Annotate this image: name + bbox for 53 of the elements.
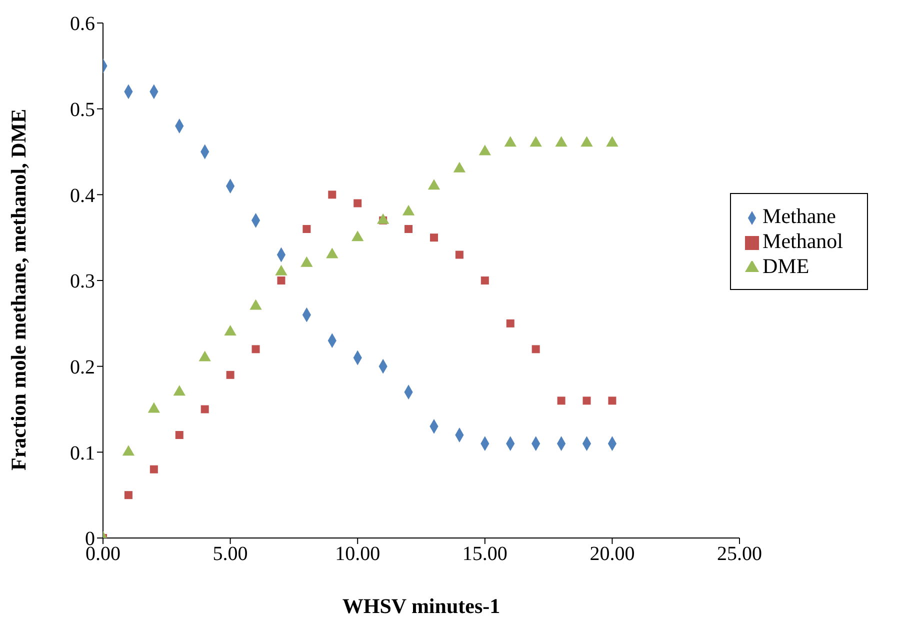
point bbox=[582, 396, 591, 405]
point bbox=[352, 230, 364, 242]
point bbox=[224, 324, 236, 336]
point bbox=[504, 136, 516, 147]
point bbox=[404, 225, 413, 233]
x-tick-label: 15.00 bbox=[462, 543, 508, 566]
point bbox=[557, 396, 566, 405]
point bbox=[430, 234, 438, 242]
point bbox=[354, 199, 362, 208]
y-tick-label: 0.1 bbox=[70, 442, 95, 464]
point bbox=[277, 276, 286, 284]
y-tick-label: 0.6 bbox=[70, 13, 95, 36]
point bbox=[532, 345, 540, 354]
legend-label: Methane bbox=[762, 204, 836, 228]
point bbox=[453, 162, 466, 172]
point bbox=[302, 225, 311, 233]
point bbox=[150, 465, 158, 474]
y-tick-label: 0.3 bbox=[70, 270, 95, 293]
point bbox=[175, 431, 184, 439]
point bbox=[478, 144, 491, 156]
legend-label: Methanol bbox=[762, 229, 843, 253]
y-tick-label: 0.5 bbox=[70, 98, 95, 121]
point bbox=[555, 136, 568, 147]
point bbox=[376, 213, 390, 224]
point bbox=[606, 136, 618, 147]
x-tick-label: 10.00 bbox=[335, 543, 380, 566]
x-tick-label: 20.00 bbox=[590, 543, 635, 566]
x-axis-title: WHSV minutes-1 bbox=[342, 594, 500, 618]
point bbox=[326, 248, 338, 258]
point bbox=[275, 264, 288, 276]
point bbox=[480, 276, 489, 284]
point bbox=[506, 319, 514, 328]
point bbox=[226, 370, 234, 379]
point bbox=[328, 190, 336, 199]
x-tick-label: 25.00 bbox=[717, 543, 762, 566]
point bbox=[173, 385, 186, 396]
point bbox=[300, 256, 313, 267]
legend-label: DME bbox=[762, 254, 810, 278]
y-axis-title: Fraction mole methane, methanol, DME bbox=[6, 108, 30, 470]
point bbox=[455, 250, 464, 259]
point bbox=[530, 136, 542, 147]
y-tick-label: 0.4 bbox=[70, 184, 95, 207]
point bbox=[124, 491, 132, 500]
point bbox=[428, 179, 440, 190]
x-tick-label: 5.00 bbox=[212, 543, 248, 566]
point bbox=[580, 136, 593, 147]
y-tick-label: 0.2 bbox=[70, 356, 95, 378]
point bbox=[200, 405, 209, 414]
point bbox=[198, 350, 211, 362]
point bbox=[252, 345, 260, 354]
point bbox=[402, 204, 415, 216]
point bbox=[250, 299, 262, 310]
point bbox=[608, 396, 616, 405]
